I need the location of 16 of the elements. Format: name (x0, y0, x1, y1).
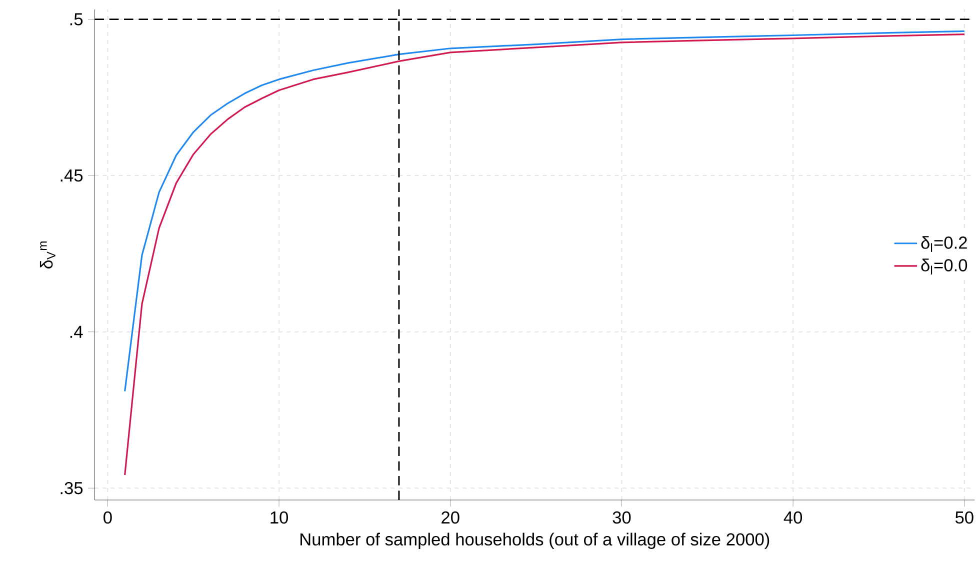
x-tick-label: 10 (270, 511, 288, 524)
line-series (124, 30, 966, 392)
line-series (124, 33, 966, 476)
y-tick-label: .45 (60, 169, 83, 182)
y-tick-label: .5 (70, 13, 83, 26)
x-axis-title: Number of sampled households (out of a village of size 2000) (300, 532, 770, 549)
y-tick-label: .4 (70, 326, 83, 338)
y-tick-label: .35 (60, 482, 83, 494)
x-tick-label: 20 (442, 511, 460, 524)
x-tick-label: 40 (784, 511, 802, 524)
y-axis-title: δ$_{V}$m (40, 241, 56, 268)
legend-label: δ$_{l}$=0.2 (921, 236, 967, 252)
legend-label: δ$_{l}$=0.0 (921, 258, 968, 274)
x-tick-label: 50 (955, 511, 974, 524)
x-tick-label: 0 (104, 511, 112, 524)
x-tick-label: 30 (612, 511, 631, 524)
